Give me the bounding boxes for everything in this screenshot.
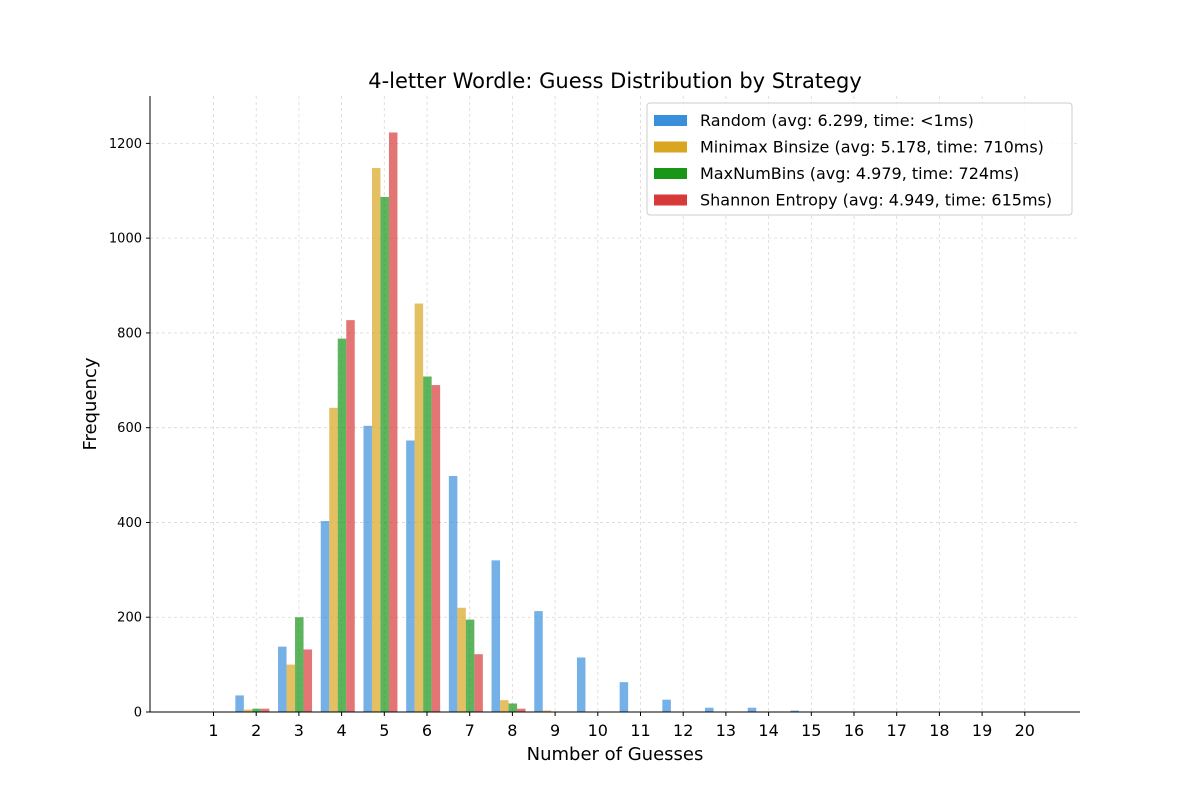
x-tick-label: 3 xyxy=(294,721,304,740)
y-axis-title: Frequency xyxy=(80,357,101,450)
bar xyxy=(286,664,296,712)
bar xyxy=(790,710,799,712)
bar xyxy=(465,619,475,712)
bar xyxy=(337,338,347,712)
legend-swatch xyxy=(654,141,687,153)
bar xyxy=(534,611,543,712)
y-tick-label: 800 xyxy=(117,326,142,341)
bar xyxy=(576,657,586,712)
bar xyxy=(431,385,441,712)
bar xyxy=(260,708,270,712)
x-tick-label: 17 xyxy=(887,721,907,740)
x-tick-label: 11 xyxy=(630,721,650,740)
legend-label: Shannon Entropy (avg: 4.949, time: 615ms… xyxy=(700,191,1052,210)
legend-swatch xyxy=(654,115,687,126)
x-tick-label: 1 xyxy=(208,721,218,740)
x-tick-label: 5 xyxy=(379,721,389,740)
bar xyxy=(491,560,501,712)
bar xyxy=(252,708,261,712)
bar xyxy=(414,303,424,712)
bars xyxy=(235,132,799,713)
chart-title: 4-letter Wordle: Guess Distribution by S… xyxy=(368,69,862,93)
bar xyxy=(380,196,389,713)
bar xyxy=(346,320,355,712)
legend-label: Random (avg: 6.299, time: <1ms) xyxy=(700,111,974,130)
legend-swatch xyxy=(654,194,687,206)
x-tick-label: 12 xyxy=(673,721,693,740)
x-tick-label: 18 xyxy=(929,721,949,740)
bar xyxy=(500,700,509,712)
bar xyxy=(508,703,518,712)
bar xyxy=(388,132,398,713)
x-axis-title: Number of Guesses xyxy=(527,744,704,765)
x-tick-label: 2 xyxy=(251,721,261,740)
x-tick-label: 10 xyxy=(588,721,608,740)
bar xyxy=(423,376,432,712)
bar xyxy=(320,521,330,712)
bar xyxy=(662,699,671,712)
bar xyxy=(303,649,313,712)
x-tick-label: 16 xyxy=(844,721,864,740)
y-tick-label: 1200 xyxy=(109,137,142,152)
legend-box xyxy=(646,102,1073,216)
y-tick-label: 0 xyxy=(134,706,142,721)
legend-label: MaxNumBins (avg: 4.979, time: 724ms) xyxy=(700,164,1019,183)
bar xyxy=(278,646,287,712)
bar xyxy=(457,607,466,712)
x-tick-label: 19 xyxy=(972,721,992,740)
x-tick-label: 6 xyxy=(422,721,432,740)
x-tick-label: 7 xyxy=(465,721,475,740)
x-tick-label: 20 xyxy=(1015,721,1035,740)
y-tick-label: 600 xyxy=(117,421,142,436)
bar xyxy=(295,617,304,712)
legend-label: Minimax Binsize (avg: 5.178, time: 710ms… xyxy=(700,138,1044,157)
bar xyxy=(517,708,526,712)
legend: Random (avg: 6.299, time: <1ms) Minimax B… xyxy=(646,102,1073,216)
bar xyxy=(542,710,552,712)
x-tick-label: 8 xyxy=(507,721,517,740)
y-tick-label: 200 xyxy=(117,611,142,626)
bar xyxy=(235,695,244,712)
bar xyxy=(363,425,372,712)
bar xyxy=(448,476,458,712)
legend-swatch xyxy=(654,168,687,179)
y-tick-label: 400 xyxy=(117,516,142,531)
axes xyxy=(149,96,1080,713)
x-tick-label: 13 xyxy=(716,721,736,740)
bar xyxy=(329,407,338,712)
bar xyxy=(243,709,253,712)
x-tick-label: 14 xyxy=(758,721,778,740)
bar xyxy=(371,168,381,713)
bar xyxy=(619,682,629,712)
bar xyxy=(474,654,483,712)
bar xyxy=(747,707,757,712)
x-tick-label: 9 xyxy=(550,721,560,740)
x-tick-label: 15 xyxy=(801,721,821,740)
bar xyxy=(705,707,714,712)
y-tick-label: 1000 xyxy=(109,232,142,247)
bar xyxy=(406,440,415,712)
x-tick-label: 4 xyxy=(337,721,347,740)
legend-items: Random (avg: 6.299, time: <1ms) Minimax B… xyxy=(654,111,1052,210)
